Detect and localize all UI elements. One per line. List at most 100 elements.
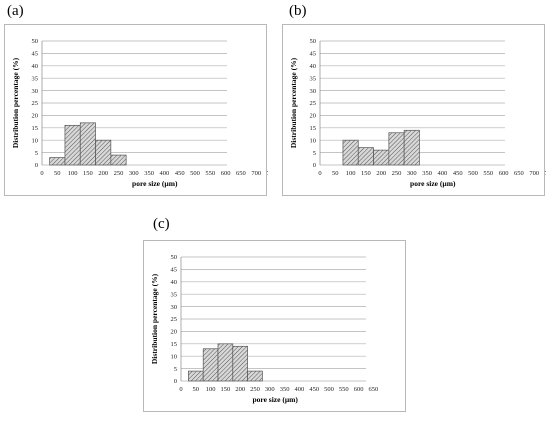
x-tick-label: 450 <box>175 170 185 177</box>
y-tick-label: 25 <box>310 100 317 107</box>
x-tick-label: 600 <box>221 170 231 177</box>
bar-200 <box>95 139 112 166</box>
chart-a: 0 5 10 15 20 25 30 35 40 45 50 0 50 100 150 200 250 300 35… <box>4 24 268 196</box>
x-tick-label: 150 <box>221 386 231 393</box>
x-tick-label: 0 <box>318 170 321 177</box>
panel-label-a: (a) <box>7 3 24 19</box>
x-tick-label: 350 <box>144 170 154 177</box>
y-tick-label: 5 <box>174 366 177 373</box>
x-tick-label: 250 <box>250 386 260 393</box>
y-tick-label: 25 <box>32 100 39 107</box>
panel-label-b: (b) <box>289 3 307 19</box>
bar-250 <box>247 370 263 382</box>
y-tick-label: 10 <box>171 353 178 360</box>
y-tick-label: 35 <box>310 75 317 82</box>
y-tick-label: 10 <box>310 137 317 144</box>
bar-200 <box>373 149 390 166</box>
y-tick-label: 0 <box>35 162 38 169</box>
x-tick-label: 400 <box>160 170 170 177</box>
bar-250 <box>110 154 127 166</box>
y-tick-label: 20 <box>171 329 178 336</box>
bar-50 <box>188 370 204 382</box>
x-tick-label: 650 <box>514 170 524 177</box>
x-tick-label: 200 <box>376 170 386 177</box>
y-tick-label: 30 <box>171 304 178 311</box>
y-tick-label: 50 <box>171 254 178 261</box>
x-tick-label: 100 <box>346 170 356 177</box>
x-tick-label: 0 <box>179 386 182 393</box>
x-tick-label: 600 <box>499 170 509 177</box>
y-tick-label: 40 <box>32 63 39 70</box>
x-tick-label: 500 <box>190 170 200 177</box>
bar-100 <box>202 348 219 382</box>
x-tick-label: 700 <box>529 170 539 177</box>
x-tick-label: 750 <box>267 170 268 177</box>
x-tick-label: 250 <box>392 170 402 177</box>
y-tick-label: 15 <box>310 125 317 132</box>
x-tick-label: 450 <box>453 170 463 177</box>
x-tick-label: 650 <box>236 170 246 177</box>
chart-c-svg: 0 5 10 15 20 25 30 35 40 45 500 50 100 150 200 250 300 35… <box>150 254 379 404</box>
bar-150 <box>357 147 374 166</box>
x-tick-label: 300 <box>129 170 139 177</box>
x-axis-title: pore size (µm) <box>132 179 178 188</box>
x-tick-label: 200 <box>235 386 245 393</box>
x-tick-label: 50 <box>193 386 200 393</box>
y-tick-label: 35 <box>171 291 178 298</box>
x-axis-title: pore size (µm) <box>252 395 298 404</box>
x-tick-label: 500 <box>324 386 334 393</box>
y-tick-label: 30 <box>310 88 317 95</box>
y-tick-label: 45 <box>171 267 178 274</box>
x-tick-label: 0 <box>40 170 43 177</box>
x-tick-label: 500 <box>468 170 478 177</box>
x-axis-title: pore size (µm) <box>410 179 456 188</box>
x-tick-label: 50 <box>54 170 61 177</box>
y-axis-title: Distribution percentage (%) <box>11 57 20 148</box>
x-tick-label: 750 <box>545 170 546 177</box>
y-axis-title: Distribution percentage (%) <box>289 57 298 148</box>
x-tick-label: 250 <box>114 170 124 177</box>
y-tick-label: 10 <box>32 137 39 144</box>
y-tick-label: 50 <box>310 38 317 45</box>
x-tick-label: 550 <box>339 386 349 393</box>
panel-label-c: (c) <box>153 216 170 232</box>
x-tick-label: 350 <box>280 386 290 393</box>
x-tick-label: 300 <box>407 170 417 177</box>
y-tick-label: 5 <box>35 150 38 157</box>
y-tick-label: 30 <box>32 88 39 95</box>
x-tick-label: 50 <box>332 170 339 177</box>
y-tick-label: 20 <box>310 113 317 120</box>
x-tick-label: 450 <box>309 386 319 393</box>
bar-100 <box>342 139 359 166</box>
x-tick-label: 100 <box>68 170 78 177</box>
x-tick-label: 700 <box>251 170 261 177</box>
bar-150 <box>79 122 96 166</box>
bar-50 <box>49 157 66 166</box>
x-tick-label: 550 <box>483 170 493 177</box>
x-tick-label: 650 <box>369 386 379 393</box>
x-tick-label: 300 <box>265 386 275 393</box>
chart-b: 0 5 10 15 20 25 30 35 40 45 50 0 50 100 150 200 250 300 35… <box>282 24 546 196</box>
x-tick-label: 150 <box>361 170 371 177</box>
y-tick-label: 35 <box>32 75 39 82</box>
x-tick-label: 200 <box>98 170 108 177</box>
x-tick-label: 550 <box>205 170 215 177</box>
bar-150 <box>217 343 234 382</box>
x-tick-label: 100 <box>206 386 216 393</box>
x-tick-label: 350 <box>422 170 432 177</box>
x-tick-label: 400 <box>295 386 305 393</box>
y-tick-label: 15 <box>171 341 178 348</box>
y-tick-label: 15 <box>32 125 39 132</box>
y-tick-label: 45 <box>310 51 317 58</box>
y-tick-label: 45 <box>32 51 39 58</box>
y-tick-label: 50 <box>32 38 39 45</box>
y-tick-label: 40 <box>171 279 178 286</box>
chart-c: 0 5 10 15 20 25 30 35 40 45 50 0 50 100 150 200 250 300 35… <box>143 240 406 412</box>
bar-250 <box>388 132 405 166</box>
bar-300 <box>403 129 420 166</box>
x-tick-label: 400 <box>438 170 448 177</box>
y-tick-label: 5 <box>313 150 316 157</box>
y-tick-label: 25 <box>171 316 178 323</box>
